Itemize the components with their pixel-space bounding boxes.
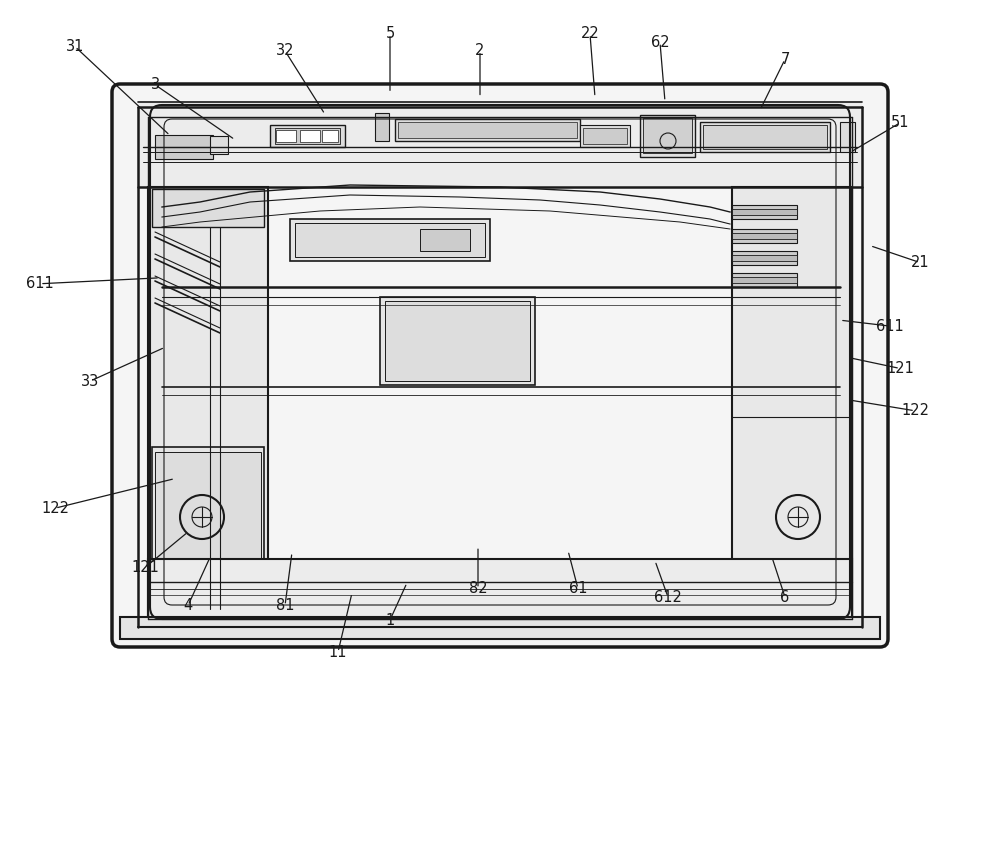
Bar: [732, 277, 797, 283]
Bar: [703, 125, 827, 149]
Bar: [580, 125, 630, 147]
Bar: [732, 205, 797, 219]
Bar: [732, 187, 852, 619]
Text: 612: 612: [654, 590, 682, 605]
Text: 51: 51: [891, 115, 909, 130]
Text: 62: 62: [651, 35, 669, 50]
Bar: [155, 452, 261, 562]
Bar: [210, 136, 228, 154]
Bar: [385, 301, 530, 381]
Bar: [120, 617, 880, 639]
Text: 81: 81: [276, 598, 294, 613]
Text: 121: 121: [886, 361, 914, 376]
Text: 122: 122: [901, 403, 929, 418]
Bar: [643, 118, 692, 153]
Text: 3: 3: [150, 77, 160, 92]
Bar: [152, 189, 264, 227]
Text: 122: 122: [41, 501, 69, 516]
Text: 31: 31: [66, 39, 84, 54]
Bar: [640, 115, 695, 157]
Bar: [275, 128, 340, 144]
Bar: [732, 251, 797, 265]
Bar: [732, 255, 797, 261]
Bar: [300, 130, 320, 142]
Bar: [375, 113, 389, 141]
Text: 22: 22: [581, 26, 599, 42]
Bar: [155, 145, 213, 159]
Bar: [380, 297, 535, 385]
Text: 1: 1: [385, 612, 395, 628]
Text: 32: 32: [276, 43, 294, 58]
Text: 611: 611: [876, 318, 904, 334]
Text: 11: 11: [329, 645, 347, 660]
Text: 82: 82: [469, 581, 487, 596]
Text: 5: 5: [385, 26, 395, 42]
Bar: [138, 102, 862, 187]
Bar: [322, 130, 338, 142]
Bar: [420, 229, 470, 251]
Bar: [276, 130, 296, 142]
Text: 611: 611: [26, 276, 54, 291]
Bar: [152, 447, 264, 567]
Text: 4: 4: [183, 598, 193, 613]
Bar: [732, 229, 797, 243]
Bar: [155, 135, 213, 147]
Bar: [732, 209, 797, 215]
Text: 61: 61: [569, 581, 587, 596]
Bar: [583, 128, 627, 144]
Text: 2: 2: [475, 43, 485, 58]
Bar: [290, 219, 490, 261]
Text: 21: 21: [911, 255, 929, 270]
Bar: [840, 122, 855, 152]
Bar: [700, 122, 830, 152]
Bar: [732, 233, 797, 239]
FancyBboxPatch shape: [112, 84, 888, 647]
Bar: [148, 187, 268, 619]
Bar: [295, 223, 485, 257]
Text: 7: 7: [780, 52, 790, 67]
Bar: [270, 125, 345, 147]
Bar: [395, 119, 580, 141]
Bar: [732, 273, 797, 287]
Text: 6: 6: [780, 590, 790, 605]
Text: 33: 33: [81, 374, 99, 389]
Text: 121: 121: [131, 560, 159, 575]
Bar: [148, 559, 852, 619]
Bar: [398, 122, 577, 138]
